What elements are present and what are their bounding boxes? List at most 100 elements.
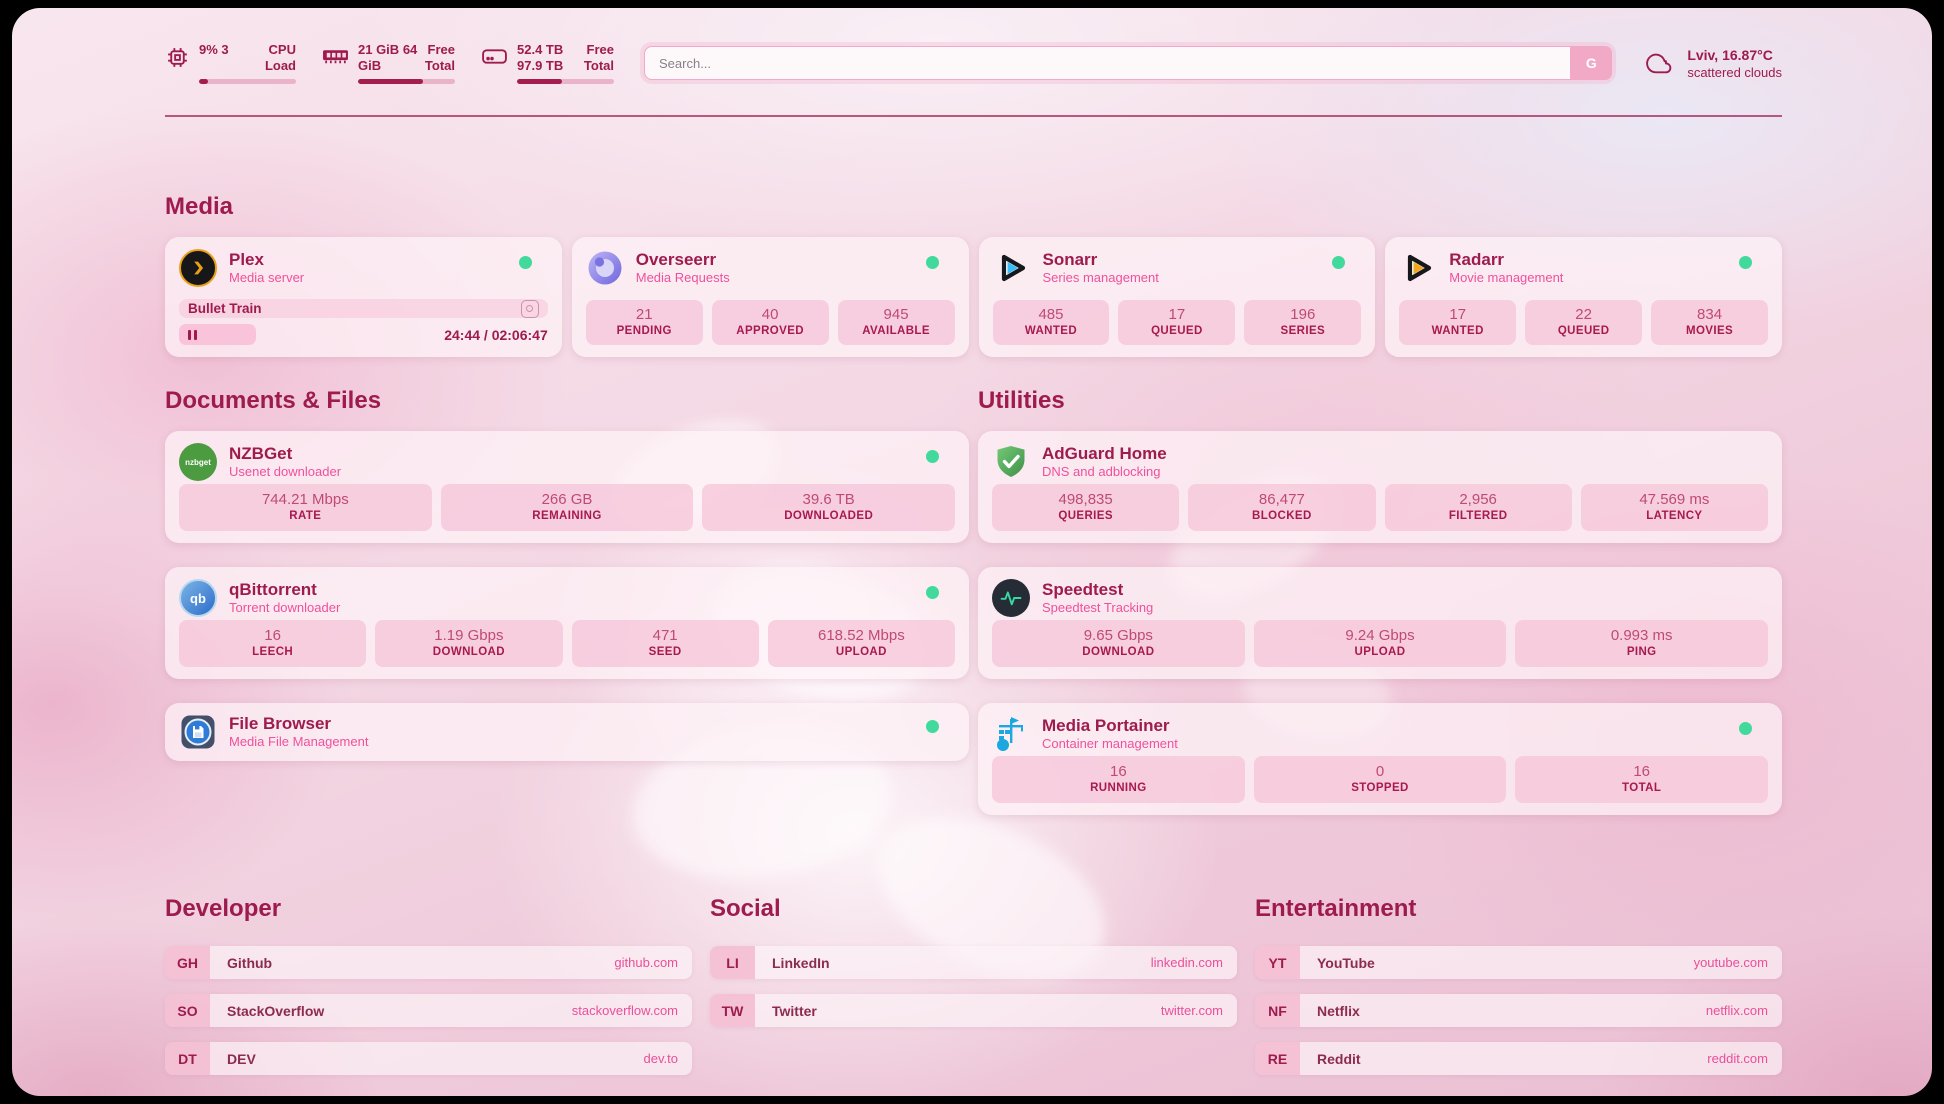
bookmark-github[interactable]: GH Github github.com bbox=[165, 946, 692, 979]
service-name: Overseerr bbox=[635, 250, 717, 269]
speedtest-card[interactable]: Speedtest Speedtest Tracking 9.65 Gbps DO… bbox=[978, 567, 1782, 679]
status-dot bbox=[1332, 256, 1346, 269]
stats-row: 17 WANTED 22 QUEUED 834 MOVIES bbox=[1399, 300, 1769, 345]
disk-progress-fill bbox=[517, 79, 562, 84]
social-column: Social LI LinkedIn linkedin.com TW Twitt… bbox=[710, 895, 1237, 1090]
playback-time: 24:44 / 02:06:47 bbox=[444, 326, 548, 343]
service-subtitle: Usenet downloader bbox=[229, 464, 342, 479]
portainer-card[interactable]: Media Portainer Container management 16 R… bbox=[978, 703, 1782, 815]
stat-pill: 1.19 Gbps DOWNLOAD bbox=[375, 620, 563, 667]
service-name: AdGuard Home bbox=[1042, 444, 1167, 463]
cpu-icon bbox=[168, 48, 187, 67]
stats-row: 744.21 Mbps RATE 266 GB REMAINING 39.6 TB D… bbox=[179, 484, 956, 531]
service-name: Plex bbox=[229, 250, 264, 269]
pause-icon[interactable] bbox=[188, 329, 197, 340]
playback-progress-row: 24:44 / 02:06:47 bbox=[179, 324, 548, 345]
ram-label-total: Total bbox=[424, 58, 455, 73]
adguard-card[interactable]: AdGuard Home DNS and adblocking 498,835 Q… bbox=[978, 431, 1782, 543]
nzbget-card[interactable]: nzbget NZBGet Usenet downloader 744.21 M… bbox=[165, 431, 969, 543]
cpu-progress-track bbox=[199, 79, 296, 84]
sonarr-card[interactable]: Sonarr Series management 485 WANTED 17 QUE… bbox=[978, 237, 1376, 357]
stat-pill: 9.65 Gbps DOWNLOAD bbox=[992, 620, 1245, 667]
disk-total: 97.9 TB bbox=[517, 58, 564, 73]
stat-pill: 618.52 Mbps UPLOAD bbox=[767, 620, 955, 667]
bookmark-name: DEV bbox=[227, 1050, 256, 1067]
qbittorrent-card[interactable]: qb qBittorrent Torrent downloader 16 LEEC… bbox=[165, 567, 969, 679]
bookmark-url: github.com bbox=[614, 955, 678, 970]
stat-pill: 0.993 ms PING bbox=[1515, 620, 1769, 667]
plex-icon bbox=[179, 249, 217, 287]
bookmark-badge: DT bbox=[165, 1042, 210, 1075]
plex-card[interactable]: Plex Media server Bullet Train 24:44 / 0… bbox=[165, 237, 562, 357]
camera-icon[interactable] bbox=[520, 299, 539, 318]
bookmark-name: Reddit bbox=[1317, 1050, 1361, 1067]
bookmark-name: StackOverflow bbox=[227, 1002, 325, 1019]
service-subtitle: Media File Management bbox=[229, 734, 369, 749]
cloud-icon bbox=[1646, 53, 1672, 74]
bookmark-badge: GH bbox=[165, 946, 210, 979]
disk-label-free: Free bbox=[586, 42, 614, 57]
bookmark-badge: YT bbox=[1255, 946, 1300, 979]
bookmark-badge: TW bbox=[710, 994, 755, 1027]
section-title-entertainment: Entertainment bbox=[1255, 895, 1417, 922]
weather-widget: Lviv, 16.87°C scattered clouds bbox=[1644, 46, 1782, 81]
bookmark-reddit[interactable]: RE Reddit reddit.com bbox=[1255, 1042, 1782, 1075]
bookmark-youtube[interactable]: YT YouTube youtube.com bbox=[1255, 946, 1782, 979]
service-name: Media Portainer bbox=[1042, 716, 1170, 735]
stat-pill: 2,956 FILTERED bbox=[1384, 484, 1572, 531]
disk-label-total: Total bbox=[583, 58, 614, 73]
filebrowser-icon bbox=[179, 713, 217, 751]
cpu-label2: Load bbox=[264, 58, 296, 73]
search-input[interactable] bbox=[644, 46, 1613, 80]
bookmark-badge: RE bbox=[1255, 1042, 1300, 1075]
overseerr-card[interactable]: Overseerr Media Requests 21 PENDING 40 APP… bbox=[571, 237, 969, 357]
cpu-cores: 3 bbox=[221, 42, 229, 57]
bookmark-badge: LI bbox=[710, 946, 755, 979]
bookmark-stackoverflow[interactable]: SO StackOverflow stackoverflow.com bbox=[165, 994, 692, 1027]
stats-row: 21 PENDING 40 APPROVED 945 AVAILABLE bbox=[585, 300, 955, 345]
section-title-media: Media bbox=[165, 193, 234, 220]
service-subtitle: Movie management bbox=[1449, 270, 1564, 285]
service-subtitle: Media Requests bbox=[635, 270, 730, 285]
stat-pill: 834 MOVIES bbox=[1651, 300, 1769, 345]
stats-row: 485 WANTED 17 QUEUED 196 SERIES bbox=[992, 300, 1362, 345]
bookmark-dev[interactable]: DT DEV dev.to bbox=[165, 1042, 692, 1075]
stat-pill: 86,477 BLOCKED bbox=[1188, 484, 1376, 531]
stat-pill: 16 LEECH bbox=[179, 620, 367, 667]
stat-pill: 17 QUEUED bbox=[1118, 300, 1236, 345]
disk-free: 52.4 TB bbox=[517, 42, 564, 57]
stat-pill: 40 APPROVED bbox=[711, 300, 829, 345]
entertainment-column: Entertainment YT YouTube youtube.com NF … bbox=[1255, 895, 1782, 1090]
stat-pill: 17 WANTED bbox=[1399, 300, 1517, 345]
service-subtitle: Speedtest Tracking bbox=[1042, 600, 1154, 615]
playback-progress-fill bbox=[179, 324, 257, 345]
ram-stat: 21 GiB 64 GiB Free Total bbox=[322, 42, 455, 84]
search-bar: G bbox=[644, 46, 1613, 80]
top-bar: 9% 3 CPU Load bbox=[165, 37, 1782, 89]
documents-column: Documents & Files nzbget NZBGet Usenet d… bbox=[165, 387, 969, 839]
stat-pill: 471 SEED bbox=[571, 620, 759, 667]
system-stats: 9% 3 CPU Load bbox=[165, 42, 614, 84]
service-subtitle: Torrent downloader bbox=[229, 600, 341, 615]
bookmark-linkedin[interactable]: LI LinkedIn linkedin.com bbox=[710, 946, 1237, 979]
filebrowser-card[interactable]: File Browser Media File Management bbox=[165, 703, 969, 761]
overseerr-icon bbox=[586, 249, 624, 287]
bookmark-twitter[interactable]: TW Twitter twitter.com bbox=[710, 994, 1237, 1027]
status-dot bbox=[926, 586, 939, 599]
disk-stat: 52.4 TB 97.9 TB Free Total bbox=[481, 42, 614, 84]
bookmark-url: linkedin.com bbox=[1150, 955, 1223, 970]
service-name: NZBGet bbox=[229, 444, 293, 463]
stat-pill: 196 SERIES bbox=[1244, 300, 1362, 345]
status-dot bbox=[1739, 722, 1752, 735]
service-name: Speedtest bbox=[1042, 580, 1124, 599]
service-subtitle: Media server bbox=[229, 270, 305, 285]
service-subtitle: Container management bbox=[1042, 736, 1178, 751]
search-engine-button[interactable]: G bbox=[1570, 46, 1613, 80]
radarr-card[interactable]: Radarr Movie management 17 WANTED 22 QUEUE… bbox=[1385, 237, 1782, 357]
status-dot bbox=[926, 450, 939, 463]
qbittorrent-icon: qb bbox=[179, 579, 217, 617]
section-title-developer: Developer bbox=[165, 895, 282, 922]
now-playing-title: Bullet Train bbox=[188, 301, 262, 316]
status-dot bbox=[926, 720, 939, 733]
bookmark-netflix[interactable]: NF Netflix netflix.com bbox=[1255, 994, 1782, 1027]
